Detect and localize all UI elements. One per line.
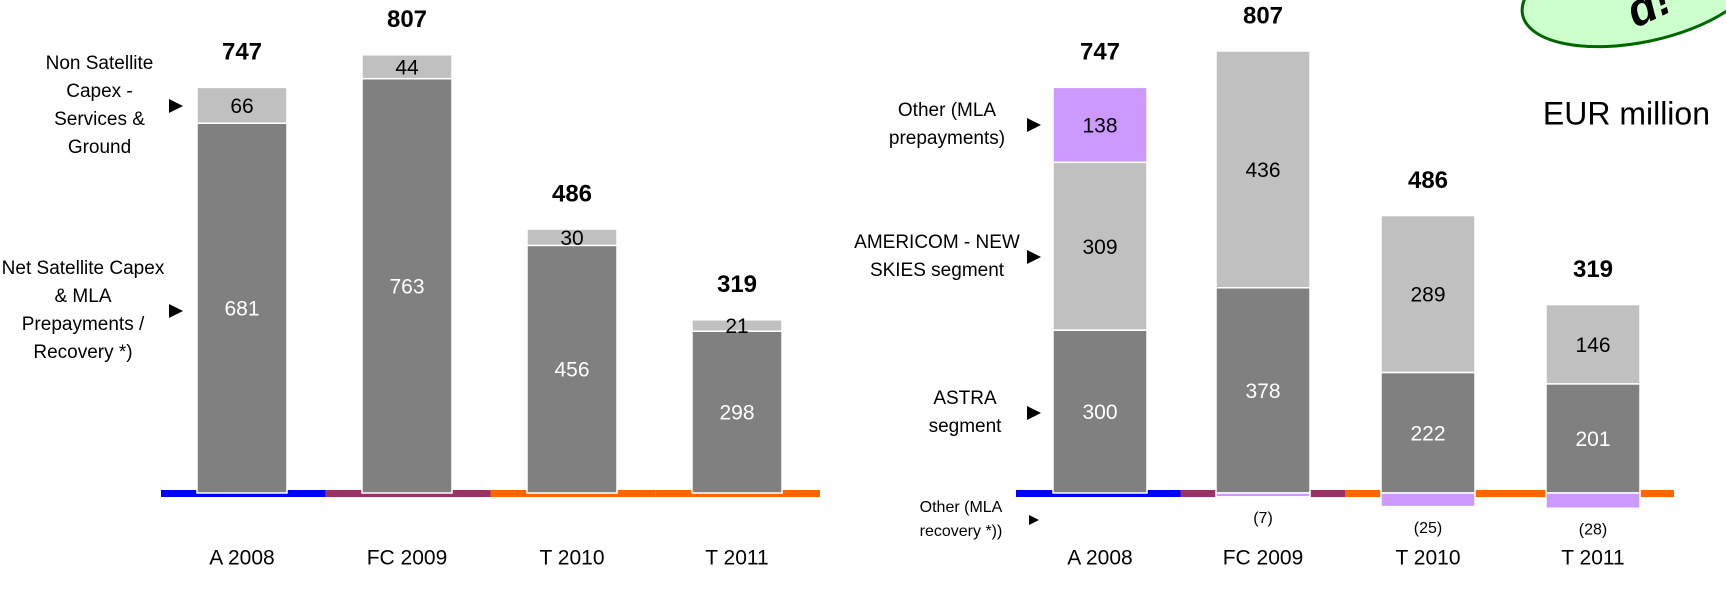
legend-arrow (1027, 118, 1041, 132)
total-label: 807 (1243, 2, 1283, 29)
legend-arrow (1027, 250, 1041, 264)
value-label: 146 (1575, 334, 1610, 357)
total-label: 486 (1408, 167, 1448, 194)
value-label: 436 (1245, 159, 1280, 182)
legend-label: Net Satellite Capex & MLA Prepayments / … (0, 255, 168, 367)
x-tick-label: A 2008 (1067, 547, 1132, 570)
legend-arrow (169, 304, 183, 318)
total-label: 486 (552, 180, 592, 207)
x-tick-label: A 2008 (209, 547, 274, 570)
x-tick-label: FC 2009 (367, 547, 448, 570)
value-label: 681 (224, 298, 259, 321)
value-label: 309 (1082, 236, 1117, 259)
x-tick-label: T 2010 (540, 547, 605, 570)
value-label: (28) (1579, 521, 1607, 538)
bar-segment (1546, 493, 1640, 508)
value-label: 298 (719, 402, 754, 425)
value-label: 201 (1575, 428, 1610, 451)
value-label: 44 (395, 56, 419, 79)
value-label: 378 (1245, 380, 1280, 403)
value-label: 30 (560, 227, 583, 250)
unit-label: EUR million (1543, 95, 1710, 131)
legend-label: ASTRA segment (910, 385, 1020, 441)
legend-label: Other (MLA recovery *)) (896, 496, 1026, 544)
badge (1512, 0, 1726, 66)
legend-label: Other (MLA prepayments) (872, 97, 1022, 153)
value-label: (25) (1414, 520, 1442, 537)
page: d! EUR million 68166747A 200876344807FC … (0, 0, 1726, 596)
legend-arrow (1029, 515, 1039, 525)
x-tick-label: T 2011 (705, 547, 768, 570)
total-label: 807 (387, 6, 427, 33)
legend-label: AMERICOM - NEW SKIES segment (852, 229, 1022, 285)
value-label: 138 (1082, 114, 1117, 137)
bar-segment (1216, 493, 1310, 497)
total-label: 747 (1080, 39, 1120, 66)
value-label: 289 (1410, 284, 1445, 307)
total-label: 747 (222, 39, 262, 66)
value-label: 300 (1082, 401, 1117, 424)
chart: d! EUR million 68166747A 200876344807FC … (0, 0, 1726, 596)
total-label: 319 (717, 271, 757, 298)
value-label: 21 (725, 315, 748, 338)
value-label: 222 (1410, 422, 1445, 445)
x-tick-label: T 2011 (1561, 547, 1624, 570)
value-label: 763 (389, 275, 424, 298)
legend-label: Non Satellite Capex - Services & Ground (37, 50, 162, 162)
total-label: 319 (1573, 256, 1613, 283)
value-label: 66 (230, 95, 253, 118)
x-tick-label: FC 2009 (1223, 547, 1304, 570)
bar-segment (1381, 493, 1475, 507)
legend-arrow (1027, 406, 1041, 420)
value-label: 456 (554, 359, 589, 382)
legend-arrow (169, 99, 183, 113)
value-label: (7) (1253, 510, 1273, 527)
x-tick-label: T 2010 (1396, 547, 1461, 570)
